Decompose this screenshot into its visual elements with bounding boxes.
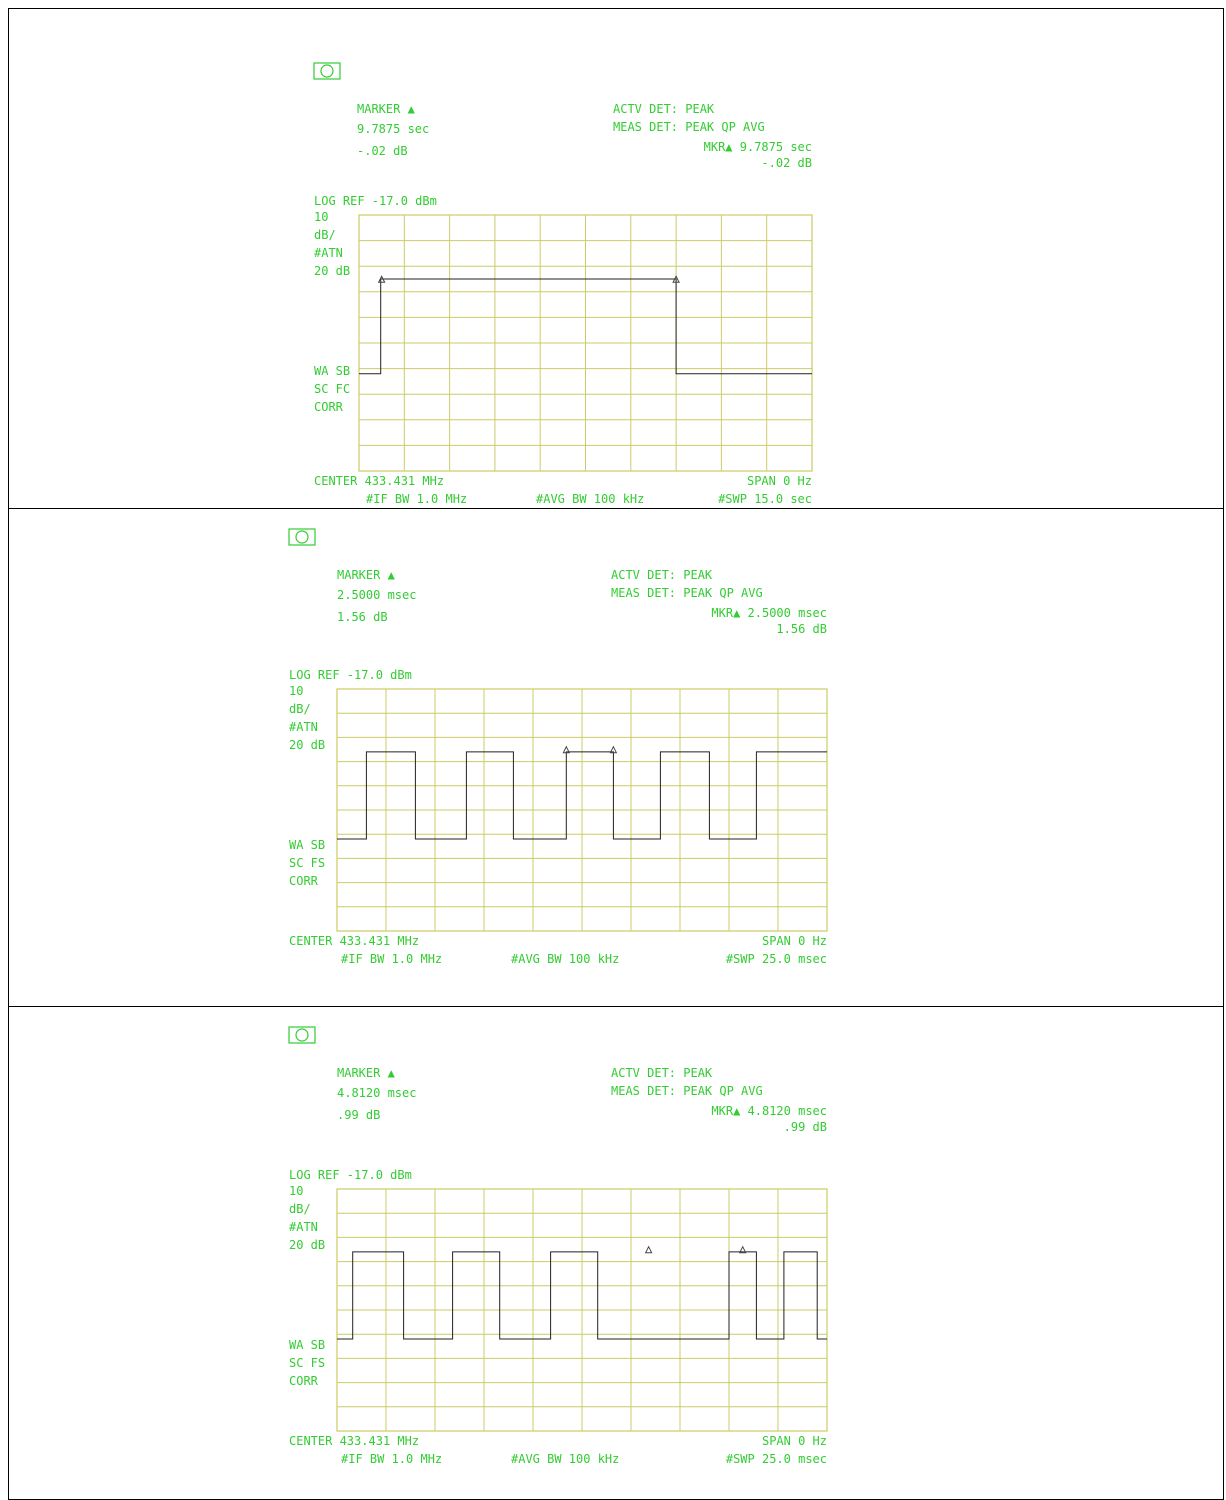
log-ref: LOG REF -17.0 dBm xyxy=(289,668,412,682)
scale-label: 20 dB xyxy=(289,738,325,752)
panel-1: MARKER ▲ 9.7875 sec -.02 dB ACTV DET: PEAK M… xyxy=(8,8,1224,510)
graticule xyxy=(358,214,813,472)
mode-label: CORR xyxy=(289,1374,319,1388)
mode-label: WA SB xyxy=(289,838,325,852)
hp-logo-icon xyxy=(288,528,316,546)
scale-label: dB/ xyxy=(289,702,311,716)
panel-2: MARKER ▲ 2.5000 msec 1.56 dB ACTV DET: PEAK… xyxy=(8,508,1224,1008)
marker-point xyxy=(644,1245,653,1254)
marker-label: MARKER ▲ xyxy=(337,1066,396,1080)
avg-bw: #AVG BW 100 kHz xyxy=(536,492,644,506)
scale-label: dB/ xyxy=(314,228,336,242)
meas-det: MEAS DET: PEAK QP AVG xyxy=(613,120,765,134)
scale-label: 10 xyxy=(289,684,303,698)
marker-point xyxy=(562,745,571,754)
mkr-db: -.02 dB xyxy=(761,156,812,170)
actv-det: ACTV DET: PEAK xyxy=(611,1066,713,1080)
mode-label: SC FS xyxy=(289,856,325,870)
chart-3: MARKER ▲ 4.8120 msec .99 dB ACTV DET: PEAK M… xyxy=(288,1026,828,1466)
mode-label: SC FS xyxy=(289,1356,325,1370)
mkr-readout: MKR▲ 4.8120 msec xyxy=(711,1104,827,1118)
marker-db: 1.56 dB xyxy=(337,610,388,624)
mkr-readout: MKR▲ 9.7875 sec xyxy=(704,140,812,154)
mode-label: CORR xyxy=(314,400,344,414)
log-ref: LOG REF -17.0 dBm xyxy=(314,194,437,208)
scale-label: dB/ xyxy=(289,1202,311,1216)
marker-time: 4.8120 msec xyxy=(337,1086,416,1100)
mode-label: CORR xyxy=(289,874,319,888)
graticule xyxy=(336,688,828,932)
marker-point xyxy=(609,745,618,754)
mkr-db: 1.56 dB xyxy=(776,622,827,636)
scale-label: #ATN xyxy=(289,1220,318,1234)
avg-bw: #AVG BW 100 kHz xyxy=(511,952,619,966)
span: SPAN 0 Hz xyxy=(762,934,827,948)
marker-db: -.02 dB xyxy=(357,144,408,158)
meas-det: MEAS DET: PEAK QP AVG xyxy=(611,586,763,600)
mode-label: WA SB xyxy=(314,364,350,378)
mkr-readout: MKR▲ 2.5000 msec xyxy=(711,606,827,620)
marker-db: .99 dB xyxy=(337,1108,380,1122)
marker-point xyxy=(672,275,680,283)
center-freq: CENTER 433.431 MHz xyxy=(289,1434,419,1448)
marker-label: MARKER ▲ xyxy=(357,102,416,116)
chart-1: MARKER ▲ 9.7875 sec -.02 dB ACTV DET: PEAK M… xyxy=(313,62,813,506)
hp-logo-icon xyxy=(313,62,341,80)
span: SPAN 0 Hz xyxy=(762,1434,827,1448)
sweep-time: #SWP 25.0 msec xyxy=(726,952,827,966)
if-bw: #IF BW 1.0 MHz xyxy=(341,1452,442,1466)
hp-logo-icon xyxy=(288,1026,316,1044)
avg-bw: #AVG BW 100 kHz xyxy=(511,1452,619,1466)
scale-label: #ATN xyxy=(289,720,318,734)
scale-label: 20 dB xyxy=(289,1238,325,1252)
sweep-time: #SWP 25.0 msec xyxy=(726,1452,827,1466)
scale-label: 20 dB xyxy=(314,264,350,278)
scale-label: 10 xyxy=(289,1184,303,1198)
actv-det: ACTV DET: PEAK xyxy=(611,568,713,582)
chart-2: MARKER ▲ 2.5000 msec 1.56 dB ACTV DET: PEAK… xyxy=(288,528,828,966)
scale-label: 10 xyxy=(314,210,328,224)
trace-series-0 xyxy=(359,278,812,375)
marker-time: 9.7875 sec xyxy=(357,122,429,136)
mode-label: WA SB xyxy=(289,1338,325,1352)
meas-det: MEAS DET: PEAK QP AVG xyxy=(611,1084,763,1098)
actv-det: ACTV DET: PEAK xyxy=(613,102,715,116)
span: SPAN 0 Hz xyxy=(747,474,812,488)
center-freq: CENTER 433.431 MHz xyxy=(314,474,444,488)
marker-time: 2.5000 msec xyxy=(337,588,416,602)
mode-label: SC FC xyxy=(314,382,350,396)
log-ref: LOG REF -17.0 dBm xyxy=(289,1168,412,1182)
marker-point xyxy=(377,275,386,283)
trace-series-0 xyxy=(337,751,827,840)
sweep-time: #SWP 15.0 sec xyxy=(718,492,812,506)
marker-label: MARKER ▲ xyxy=(337,568,396,582)
marker-point xyxy=(738,1245,747,1254)
trace-series-0 xyxy=(337,1251,827,1340)
center-freq: CENTER 433.431 MHz xyxy=(289,934,419,948)
panel-3: MARKER ▲ 4.8120 msec .99 dB ACTV DET: PEAK M… xyxy=(8,1006,1224,1500)
graticule xyxy=(336,1188,828,1432)
if-bw: #IF BW 1.0 MHz xyxy=(366,492,467,506)
mkr-db: .99 dB xyxy=(784,1120,827,1134)
scale-label: #ATN xyxy=(314,246,343,260)
if-bw: #IF BW 1.0 MHz xyxy=(341,952,442,966)
